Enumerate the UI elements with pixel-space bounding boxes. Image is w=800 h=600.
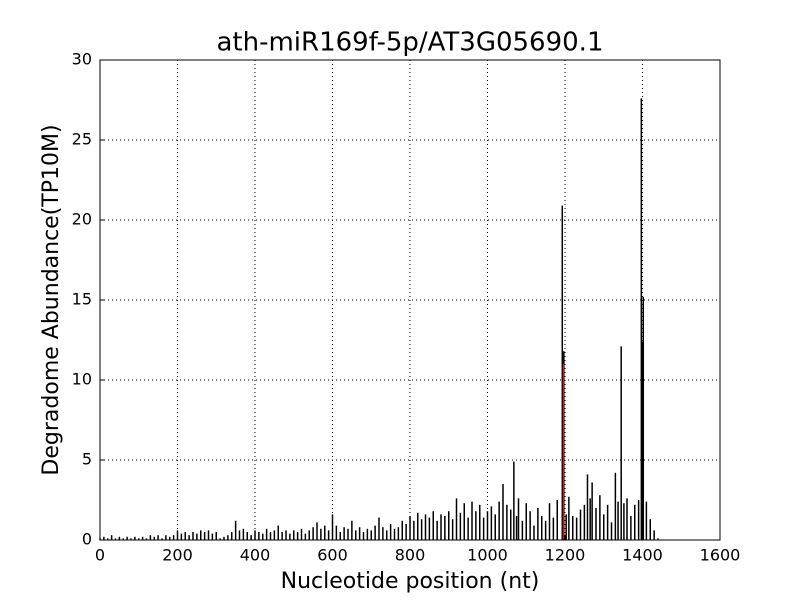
x-tick-label: 200: [162, 546, 193, 565]
x-tick-label: 400: [240, 546, 271, 565]
x-tick-label: 1600: [700, 546, 741, 565]
x-tick-label: 1200: [545, 546, 586, 565]
y-tick-label: 20: [72, 210, 92, 229]
x-tick-label: 0: [95, 546, 105, 565]
plot-frame: [99, 59, 721, 541]
x-tick-label: 1000: [467, 546, 508, 565]
y-tick-label: 15: [72, 290, 92, 309]
y-tick-label: 30: [72, 50, 92, 69]
chart-title: ath-miR169f-5p/AT3G05690.1: [216, 28, 603, 58]
y-axis-label: Degradome Abundance(TP10M): [39, 124, 64, 475]
y-tick-label: 0: [82, 530, 92, 549]
x-tick-label: 800: [395, 546, 426, 565]
y-tick-label: 10: [72, 370, 92, 389]
y-tick-label: 25: [72, 130, 92, 149]
x-tick-label: 600: [317, 546, 348, 565]
x-axis-label: Nucleotide position (nt): [281, 569, 540, 594]
x-tick-label: 1400: [622, 546, 663, 565]
y-tick-label: 5: [82, 450, 92, 469]
